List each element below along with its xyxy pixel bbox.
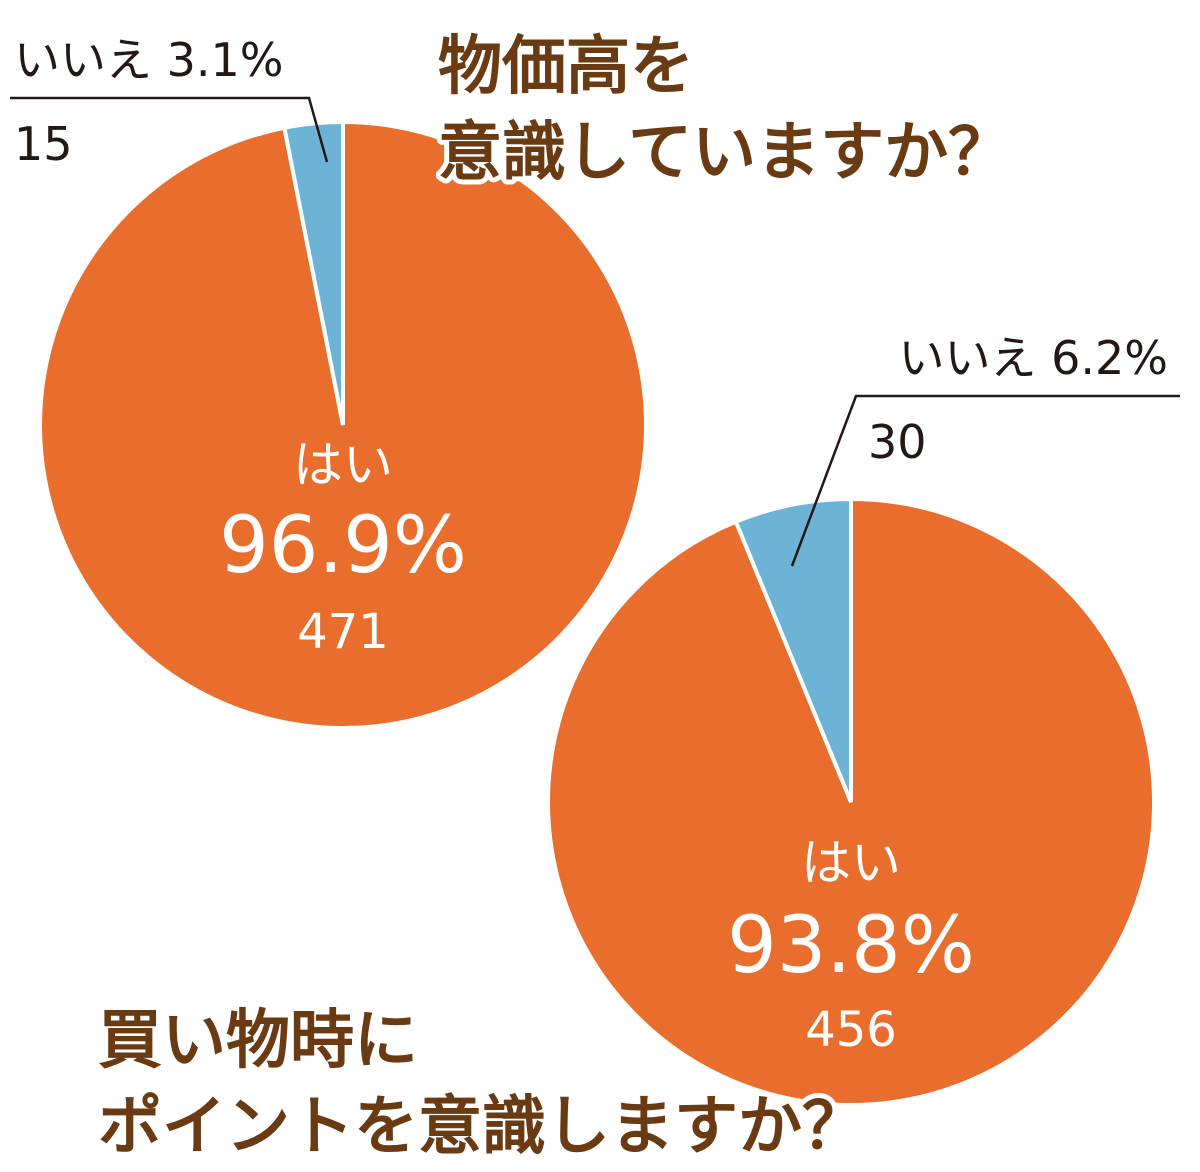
pie-chart-1 <box>38 119 649 730</box>
no-label-2: いいえ 6.2% <box>899 331 1169 385</box>
title-1-line-1: 物価高を <box>438 30 694 104</box>
yes-label-2: はい <box>801 834 901 892</box>
title-2-line-1: 買い物時に <box>98 1004 418 1078</box>
title-2-line-2: ポイントを意識しますか？ <box>98 1090 866 1164</box>
leader-line-2 <box>790 394 1180 567</box>
title-1-line-2: 意識していますか？ <box>438 116 1012 190</box>
pie-slice-no <box>282 119 345 426</box>
pie-chart-2 <box>546 496 1156 1107</box>
yes-label-1: はい <box>293 436 393 494</box>
yes-percent-1: 96.9% <box>219 501 467 591</box>
yes-count-2: 456 <box>805 1002 897 1058</box>
yes-count-1: 471 <box>297 604 389 660</box>
no-label-1: いいえ 3.1% <box>14 33 284 87</box>
no-count-1: 15 <box>14 117 73 171</box>
pie-slice-no <box>733 496 853 803</box>
leader-line-1 <box>10 96 329 163</box>
no-count-2: 30 <box>868 415 927 469</box>
yes-percent-2: 93.8% <box>727 901 975 991</box>
